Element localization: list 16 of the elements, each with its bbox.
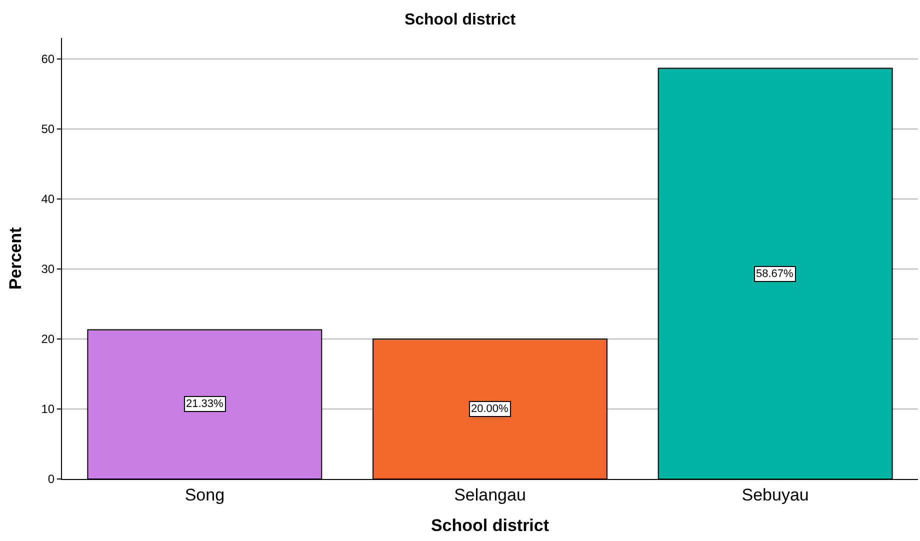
y-tick-label: 60: [41, 52, 55, 66]
data-label: 21.33%: [186, 398, 224, 410]
y-axis-title: Percent: [6, 226, 25, 290]
x-tick-label: Selangau: [454, 485, 526, 504]
y-tick-label: 10: [41, 402, 55, 416]
y-tick-label: 50: [41, 122, 55, 136]
y-tick-label: 30: [41, 262, 55, 276]
x-tick-label: Sebuyau: [742, 485, 809, 504]
data-label: 20.00%: [471, 403, 509, 415]
y-tick-label: 20: [41, 332, 55, 346]
data-label: 58.67%: [756, 268, 794, 280]
x-axis-title: School district: [430, 516, 550, 535]
chart-title: School district: [404, 12, 516, 29]
x-tick-label: Song: [184, 485, 225, 504]
y-tick-label: 40: [41, 192, 55, 206]
y-tick-label: 0: [48, 472, 55, 486]
